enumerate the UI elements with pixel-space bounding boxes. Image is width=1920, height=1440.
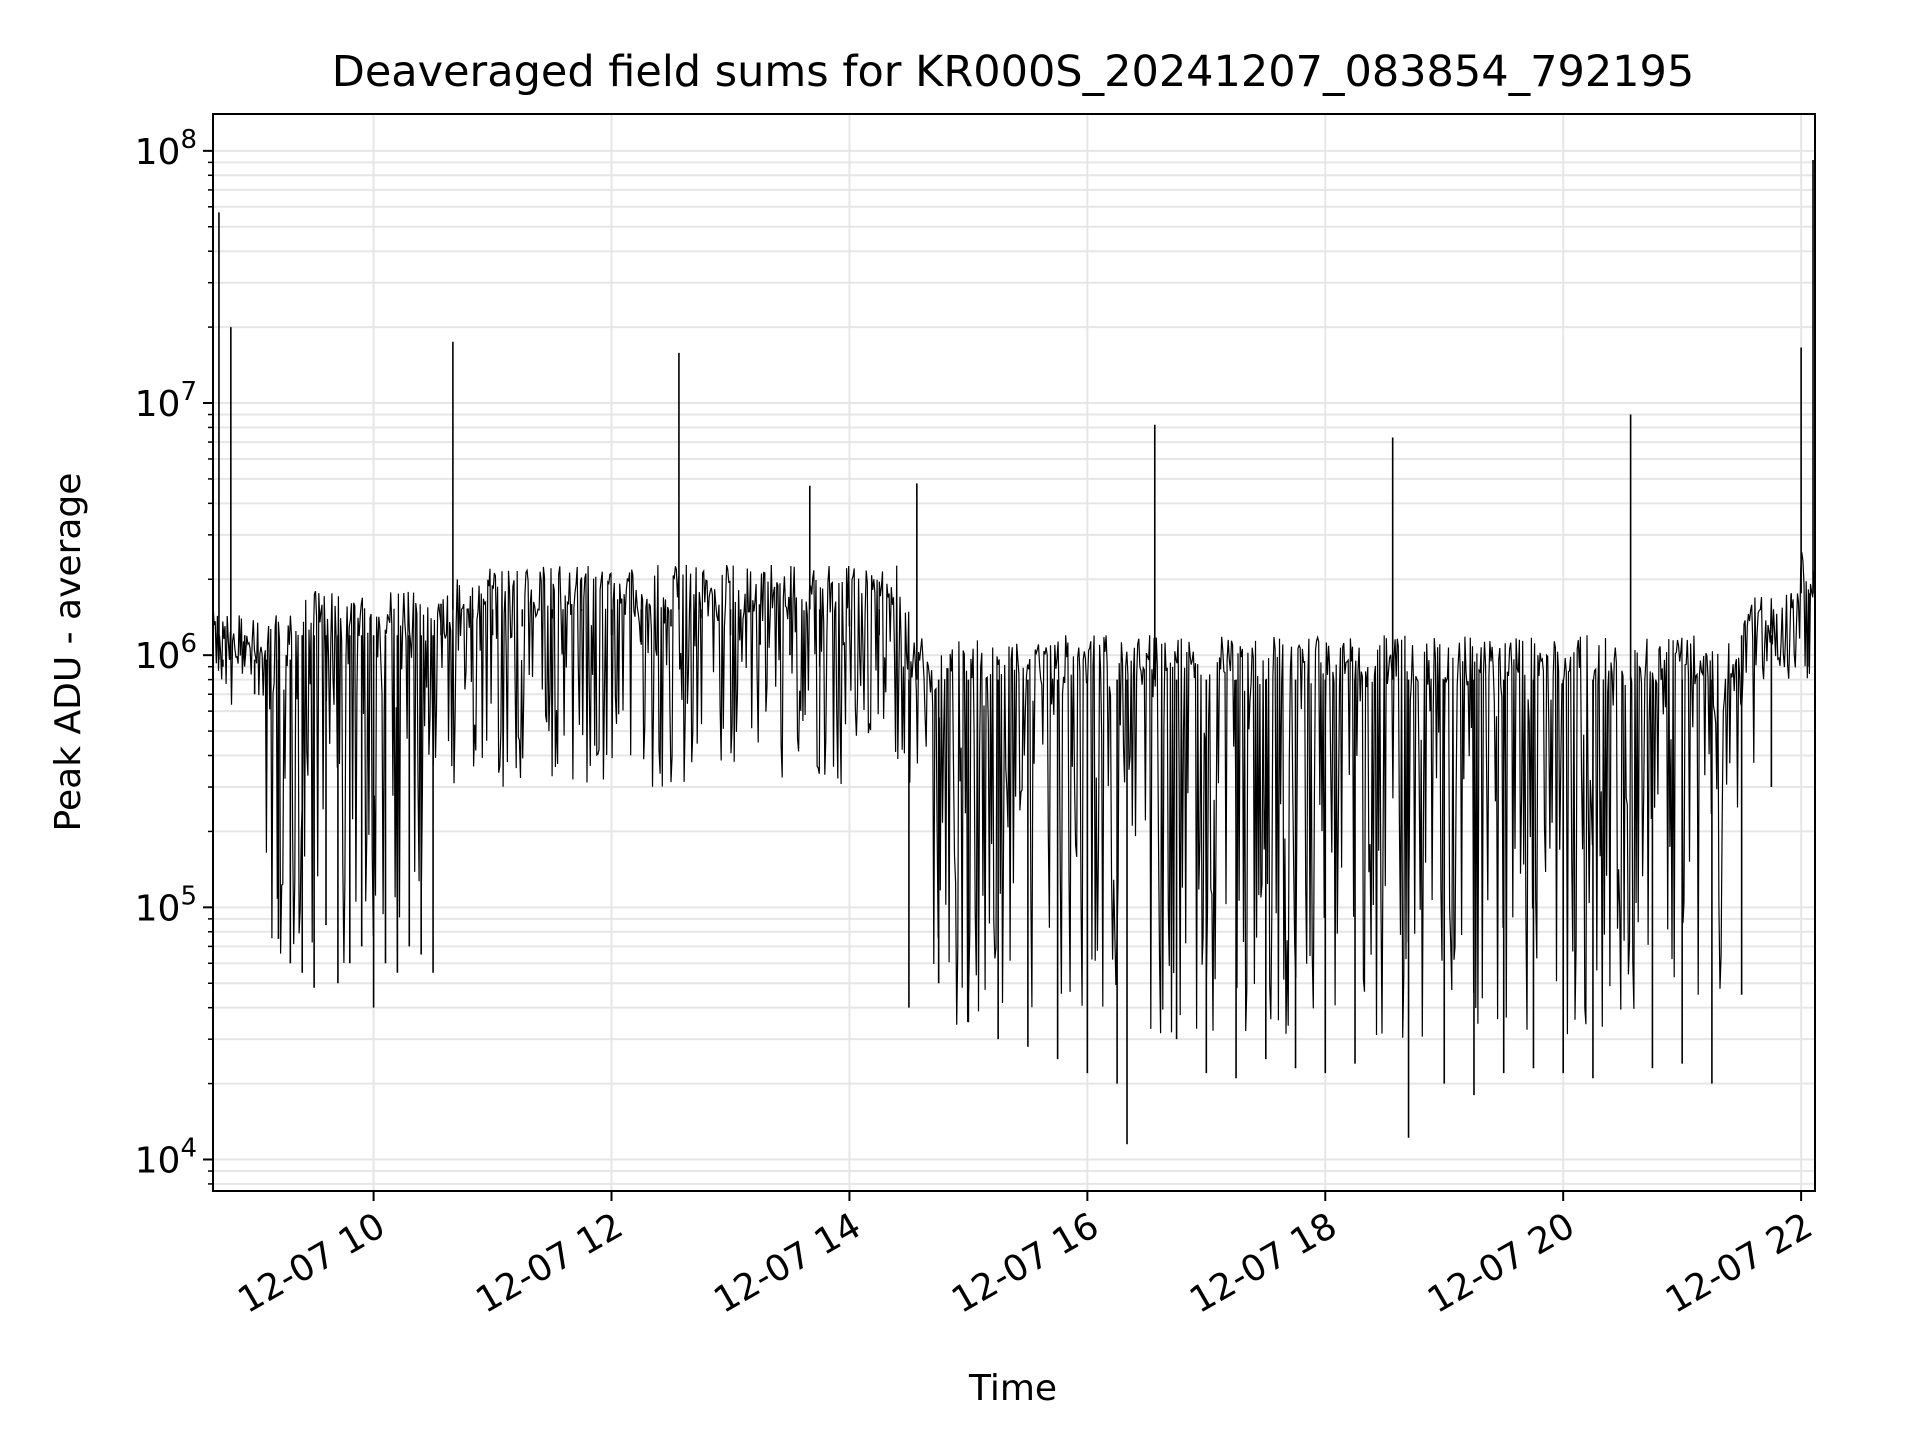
plot-frame bbox=[212, 113, 1816, 1192]
y-tick-label: 108 bbox=[135, 125, 197, 173]
plot-area bbox=[212, 159, 1816, 1145]
y-tick-label: 107 bbox=[135, 377, 197, 425]
y-tick-label: 104 bbox=[135, 1133, 197, 1181]
y-tick-label: 105 bbox=[135, 881, 197, 929]
chart-title: Deaveraged field sums for KR000S_2024120… bbox=[332, 47, 1695, 97]
x-axis-label: Time bbox=[968, 1368, 1057, 1409]
y-tick-label: 106 bbox=[135, 629, 197, 677]
series-line-dense bbox=[212, 552, 1816, 1038]
y-axis-label: Peak ADU - average bbox=[48, 473, 89, 832]
